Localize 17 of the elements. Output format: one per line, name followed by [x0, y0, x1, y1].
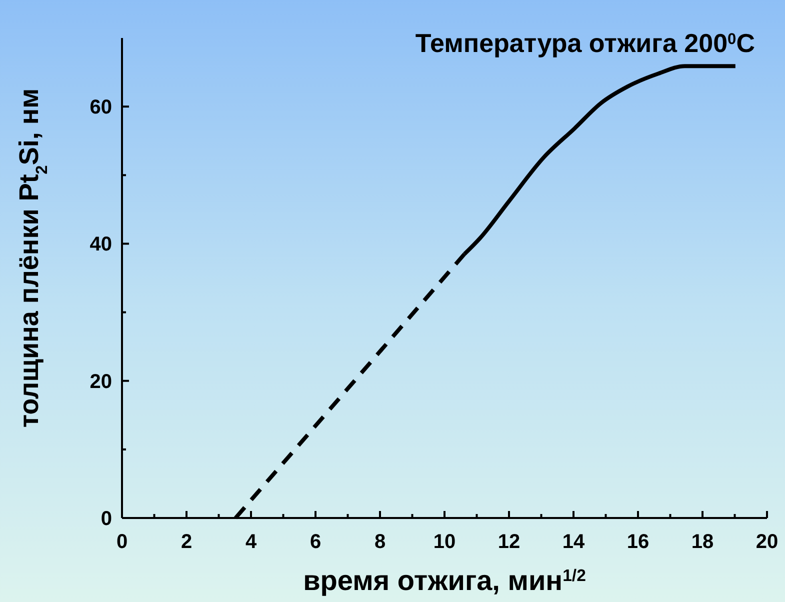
x-tick-label: 12: [498, 531, 520, 553]
x-tick-label: 0: [116, 531, 128, 553]
y-tick-label: 20: [90, 370, 112, 393]
y-tick-label: 0: [100, 508, 112, 530]
x-tick-label: 10: [433, 531, 456, 553]
chart-title: Температура отжига 200$^{0}$C: [415, 28, 756, 58]
x-tick-label: 18: [691, 531, 714, 553]
x-tick-label: 6: [310, 531, 322, 553]
y-tick-label: 40: [90, 234, 112, 256]
x-tick-label: 8: [374, 531, 386, 553]
x-axis-title: время отжига, мин$^{1/2}$: [303, 565, 586, 596]
x-tick-label: 20: [756, 531, 778, 553]
x-tick-label: 4: [245, 531, 258, 553]
x-tick-label: 14: [562, 531, 586, 553]
x-tick-label: 2: [180, 531, 192, 553]
x-tick-label: 16: [626, 531, 650, 553]
y-tick-label: 60: [90, 96, 112, 119]
